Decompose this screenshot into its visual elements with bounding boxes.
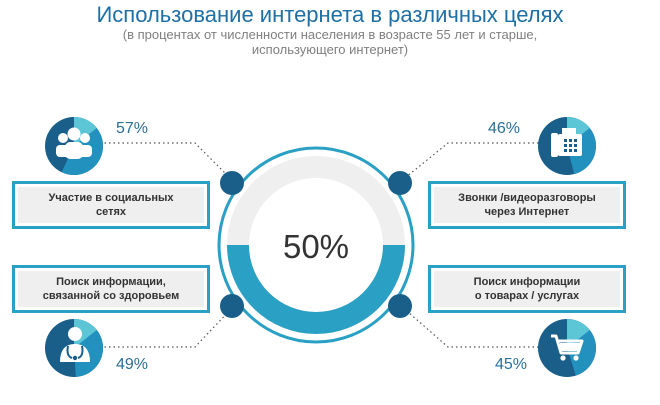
- chart-title: Использование интернета в различных целя…: [96, 2, 564, 27]
- category-box-inner: Поиск информации, связанной со здоровьем: [18, 271, 204, 307]
- connector-health: [100, 307, 233, 348]
- mini-pie-highlight: [74, 319, 97, 348]
- connector-social: [100, 142, 233, 181]
- category-box-health: Поиск информации, связанной со здоровьем: [12, 265, 210, 313]
- connector-calls: [399, 142, 543, 183]
- category-box-social: Участие в социальных сетях: [12, 181, 210, 229]
- category-label-line-1: Поиск информации,: [56, 276, 166, 288]
- category-box-calls: Звонки /видеоразговоры через Интернет: [428, 181, 626, 229]
- category-box-inner: Участие в социальных сетях: [18, 187, 204, 223]
- category-box-goods: Поиск информации о товарах / услугах: [428, 265, 626, 313]
- category-label-line-2: сетях: [95, 206, 126, 218]
- category-label-line-1: Поиск информации: [473, 276, 581, 288]
- donut-outer-ring: [217, 146, 415, 344]
- category-label-line-1: Участие в социальных: [48, 192, 174, 204]
- ring-knob-top-left: [220, 171, 244, 195]
- donut-center-label: 50%: [283, 228, 349, 265]
- donut-value-arc: [227, 244, 405, 334]
- category-label-line-2: через Интернет: [484, 206, 570, 218]
- doctor-icon: [60, 327, 90, 362]
- pct-label-health: 49%: [116, 356, 149, 373]
- category-box-inner: Звонки /видеоразговоры через Интернет: [434, 187, 620, 223]
- ring-knob-bottom-left: [220, 294, 244, 318]
- mini-pie-highlight: [74, 117, 97, 146]
- subtitle-line-2: использующего интернет): [251, 42, 409, 57]
- shopping-cart-icon: [551, 334, 584, 361]
- subtitle-line-1: (в процентах от численности населения в …: [122, 27, 538, 42]
- chart-subtitle: (в процентах от численности населения в …: [0, 27, 660, 57]
- connector-goods: [399, 304, 543, 348]
- category-label-line-2: о товарах / услугах: [474, 290, 580, 302]
- phone-fax-icon: [551, 128, 582, 157]
- ring-knob-top-right: [388, 171, 412, 195]
- pct-label-goods: 45%: [495, 356, 528, 373]
- category-box-inner: Поиск информации о товарах / услугах: [434, 271, 620, 307]
- pct-label-social: 57%: [116, 120, 149, 137]
- category-label-line-1: Звонки /видеоразговоры: [458, 192, 596, 204]
- pct-label-calls: 46%: [488, 120, 521, 137]
- category-label-line-2: связанной со здоровьем: [42, 290, 180, 302]
- ring-knob-bottom-right: [388, 294, 412, 318]
- people-icon: [56, 127, 92, 159]
